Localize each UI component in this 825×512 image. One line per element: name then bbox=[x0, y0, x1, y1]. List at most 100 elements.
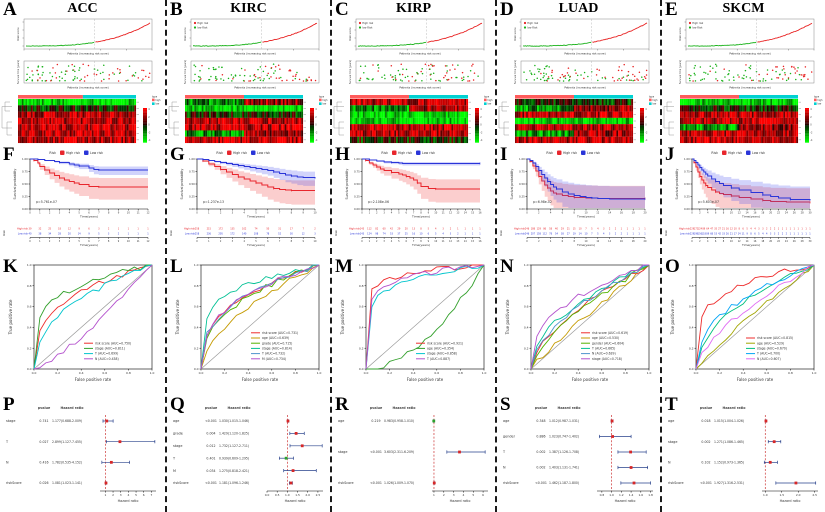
svg-text:7: 7 bbox=[302, 228, 304, 231]
svg-text:1: 1 bbox=[39, 240, 41, 243]
svg-text:4: 4 bbox=[766, 233, 768, 236]
svg-text:102: 102 bbox=[242, 228, 247, 231]
svg-text:215: 215 bbox=[207, 228, 212, 231]
svg-text:17: 17 bbox=[290, 228, 293, 231]
svg-text:1: 1 bbox=[794, 233, 796, 236]
svg-text:3: 3 bbox=[383, 211, 385, 214]
svg-text:118: 118 bbox=[702, 233, 707, 236]
svg-text:2: 2 bbox=[450, 228, 452, 231]
svg-text:Survival probability: Survival probability bbox=[13, 168, 17, 199]
svg-text:14: 14 bbox=[579, 233, 582, 236]
svg-text:0.886: 0.886 bbox=[536, 435, 545, 439]
cancer-column-skcm: E SKCM Risk score Patients (increasing risk… bbox=[660, 0, 825, 512]
svg-text:0.401: 0.401 bbox=[206, 456, 215, 460]
svg-text:16: 16 bbox=[479, 240, 482, 243]
svg-text:60: 60 bbox=[383, 228, 386, 231]
roc-panel: N 0.0 0.0 0.2 0.2 0.4 0.4 0.6 0.6 0.8 0.8 1.0 1.0 Tru… bbox=[497, 257, 660, 395]
svg-text:Low risk: Low risk bbox=[422, 151, 435, 155]
svg-text:30: 30 bbox=[808, 211, 812, 214]
svg-text:stage: stage bbox=[173, 444, 182, 448]
svg-text:Risk: Risk bbox=[2, 230, 6, 236]
svg-text:High risk: High risk bbox=[362, 21, 374, 25]
svg-text:2: 2 bbox=[108, 228, 110, 231]
svg-text:low: low bbox=[652, 103, 656, 106]
kaplan-meier-plot: Risk High risk Low risk1.000.750.500.250.0… bbox=[2, 150, 150, 247]
roc-panel: M 0.0 0.0 0.2 0.2 0.4 0.4 0.6 0.6 0.8 0.8 1.0 1.0 Tru… bbox=[332, 257, 495, 395]
svg-text:1: 1 bbox=[782, 228, 784, 231]
svg-text:0.00: 0.00 bbox=[519, 207, 525, 211]
svg-text:28: 28 bbox=[58, 233, 61, 236]
svg-text:Risk score: Risk score bbox=[16, 27, 20, 41]
forest-plot: pvalue Hazard ratio age 0.219 0.983(0.958-1.… bbox=[338, 406, 488, 503]
svg-text:-4: -4 bbox=[480, 139, 483, 142]
svg-text:1.6: 1.6 bbox=[639, 493, 644, 497]
svg-text:low: low bbox=[322, 103, 326, 106]
svg-text:7: 7 bbox=[413, 240, 415, 243]
svg-text:0.2: 0.2 bbox=[717, 371, 722, 375]
svg-text:0.0: 0.0 bbox=[529, 371, 534, 375]
svg-text:7: 7 bbox=[591, 233, 593, 236]
svg-text:N (AUC=0.639): N (AUC=0.639) bbox=[592, 352, 616, 356]
svg-text:0.018: 0.018 bbox=[701, 419, 710, 423]
roc-curve-plot: 0.00.0 0.2 0.2 0.4 0.4 0.6 0.6 0.8 0.8 1.0 1.0 True… bbox=[175, 263, 321, 382]
svg-text:11: 11 bbox=[442, 240, 445, 243]
svg-text:18: 18 bbox=[761, 240, 764, 243]
svg-text:-2: -2 bbox=[645, 131, 648, 134]
svg-text:1: 1 bbox=[39, 211, 41, 214]
svg-text:gender: gender bbox=[503, 435, 516, 439]
svg-text:6: 6 bbox=[562, 211, 564, 214]
svg-text:2: 2 bbox=[480, 116, 482, 119]
svg-text:1.00: 1.00 bbox=[684, 157, 690, 161]
svg-text:35: 35 bbox=[714, 228, 717, 231]
svg-text:3: 3 bbox=[232, 240, 234, 243]
svg-text:6: 6 bbox=[715, 240, 717, 243]
svg-text:13: 13 bbox=[412, 228, 415, 231]
svg-text:Low risk: Low risk bbox=[515, 232, 526, 236]
svg-text:1.0: 1.0 bbox=[763, 493, 768, 497]
svg-text:7: 7 bbox=[98, 240, 100, 243]
svg-text:age (AUC=0.529): age (AUC=0.529) bbox=[757, 341, 784, 345]
svg-text:172: 172 bbox=[218, 228, 223, 231]
svg-text:1: 1 bbox=[137, 233, 139, 236]
svg-text:2: 2 bbox=[315, 116, 317, 119]
svg-text:156: 156 bbox=[698, 233, 703, 236]
svg-text:1: 1 bbox=[472, 233, 474, 236]
svg-text:T: T bbox=[502, 450, 506, 454]
svg-text:High risk: High risk bbox=[17, 227, 29, 231]
svg-text:14: 14 bbox=[78, 233, 81, 236]
svg-text:8: 8 bbox=[750, 233, 752, 236]
svg-text:9: 9 bbox=[746, 233, 748, 236]
svg-text:1.0: 1.0 bbox=[689, 263, 694, 267]
svg-text:3: 3 bbox=[758, 228, 760, 231]
svg-text:-4: -4 bbox=[148, 139, 151, 142]
svg-text:0.6: 0.6 bbox=[434, 371, 439, 375]
svg-text:0.348: 0.348 bbox=[536, 419, 545, 423]
svg-text:4: 4 bbox=[148, 108, 150, 111]
svg-text:12: 12 bbox=[146, 211, 150, 214]
svg-text:Risk: Risk bbox=[169, 230, 173, 236]
svg-text:pvalue: pvalue bbox=[370, 406, 383, 410]
svg-text:1: 1 bbox=[479, 228, 481, 231]
svg-text:High risk: High risk bbox=[398, 151, 412, 155]
svg-text:30: 30 bbox=[809, 240, 812, 243]
svg-text:0.6: 0.6 bbox=[27, 305, 32, 309]
svg-text:1.0: 1.0 bbox=[524, 263, 529, 267]
cancer-column-kirp: C KIRP Risk score Patients (increasing risk… bbox=[330, 0, 495, 512]
svg-text:0: 0 bbox=[526, 211, 528, 214]
panel-title: SKCM bbox=[722, 1, 765, 16]
svg-text:-2: -2 bbox=[810, 131, 813, 134]
svg-text:8: 8 bbox=[573, 211, 575, 214]
svg-text:0.8: 0.8 bbox=[788, 371, 793, 375]
svg-text:age (AUC=0.354): age (AUC=0.354) bbox=[427, 347, 454, 351]
svg-text:Low risk: Low risk bbox=[752, 151, 765, 155]
svg-text:108: 108 bbox=[254, 233, 259, 236]
svg-text:16: 16 bbox=[478, 211, 482, 214]
svg-text:0.6: 0.6 bbox=[102, 371, 107, 375]
km-panel: H Risk High risk Low risk 1.00 0.75 0.50 0.25 0.… bbox=[332, 145, 495, 257]
svg-text:Hazard ratio: Hazard ratio bbox=[60, 406, 84, 410]
svg-text:26: 26 bbox=[793, 211, 797, 214]
svg-text:Low risk: Low risk bbox=[18, 232, 29, 236]
svg-text:0.75: 0.75 bbox=[519, 170, 525, 174]
svg-text:2: 2 bbox=[457, 233, 459, 236]
